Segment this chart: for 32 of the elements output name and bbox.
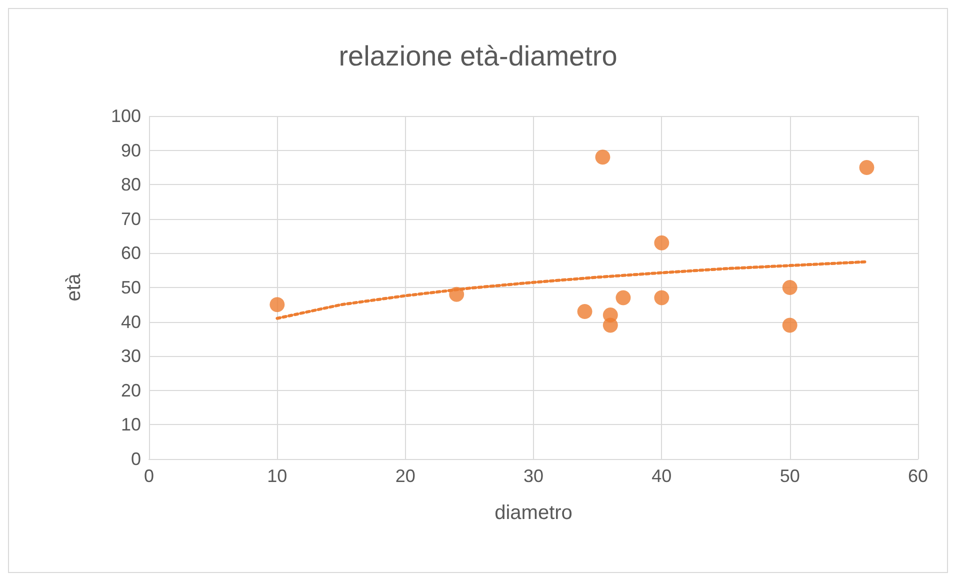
point	[782, 318, 798, 333]
y-tick-label: 90	[120, 140, 141, 160]
point	[654, 290, 670, 306]
y-tick-label: 0	[130, 449, 141, 469]
x-tick-label: 20	[395, 466, 416, 486]
point	[782, 280, 798, 295]
y-tick-label: 40	[120, 312, 141, 332]
point	[616, 290, 631, 306]
y-tick-label: 70	[120, 208, 141, 229]
y-axis-title: età	[63, 272, 85, 302]
x-tick-label: 60	[908, 466, 928, 486]
y-tick-label: 60	[120, 243, 141, 264]
y-tick-label: 80	[120, 174, 141, 195]
x-tick-label: 40	[652, 466, 672, 486]
y-tick-label: 100	[110, 106, 141, 126]
point	[859, 160, 874, 175]
point	[595, 150, 610, 165]
line-series	[276, 260, 868, 320]
x-tick-label: 30	[523, 466, 544, 486]
x-tick-label: 50	[780, 466, 800, 486]
x-tick-label: 0	[144, 466, 154, 486]
y-tick-label: 30	[120, 346, 141, 366]
point	[270, 297, 285, 312]
x-tick-label: 10	[267, 466, 288, 486]
point	[577, 304, 592, 320]
y-tick-label: 10	[120, 414, 141, 435]
y-tick-label: 20	[120, 380, 141, 400]
chart-title: relazione età-diametro	[338, 40, 618, 72]
y-tick-label: 50	[120, 278, 141, 298]
x-axis-title: diametro	[494, 502, 572, 524]
point	[602, 318, 618, 333]
point	[654, 235, 670, 250]
